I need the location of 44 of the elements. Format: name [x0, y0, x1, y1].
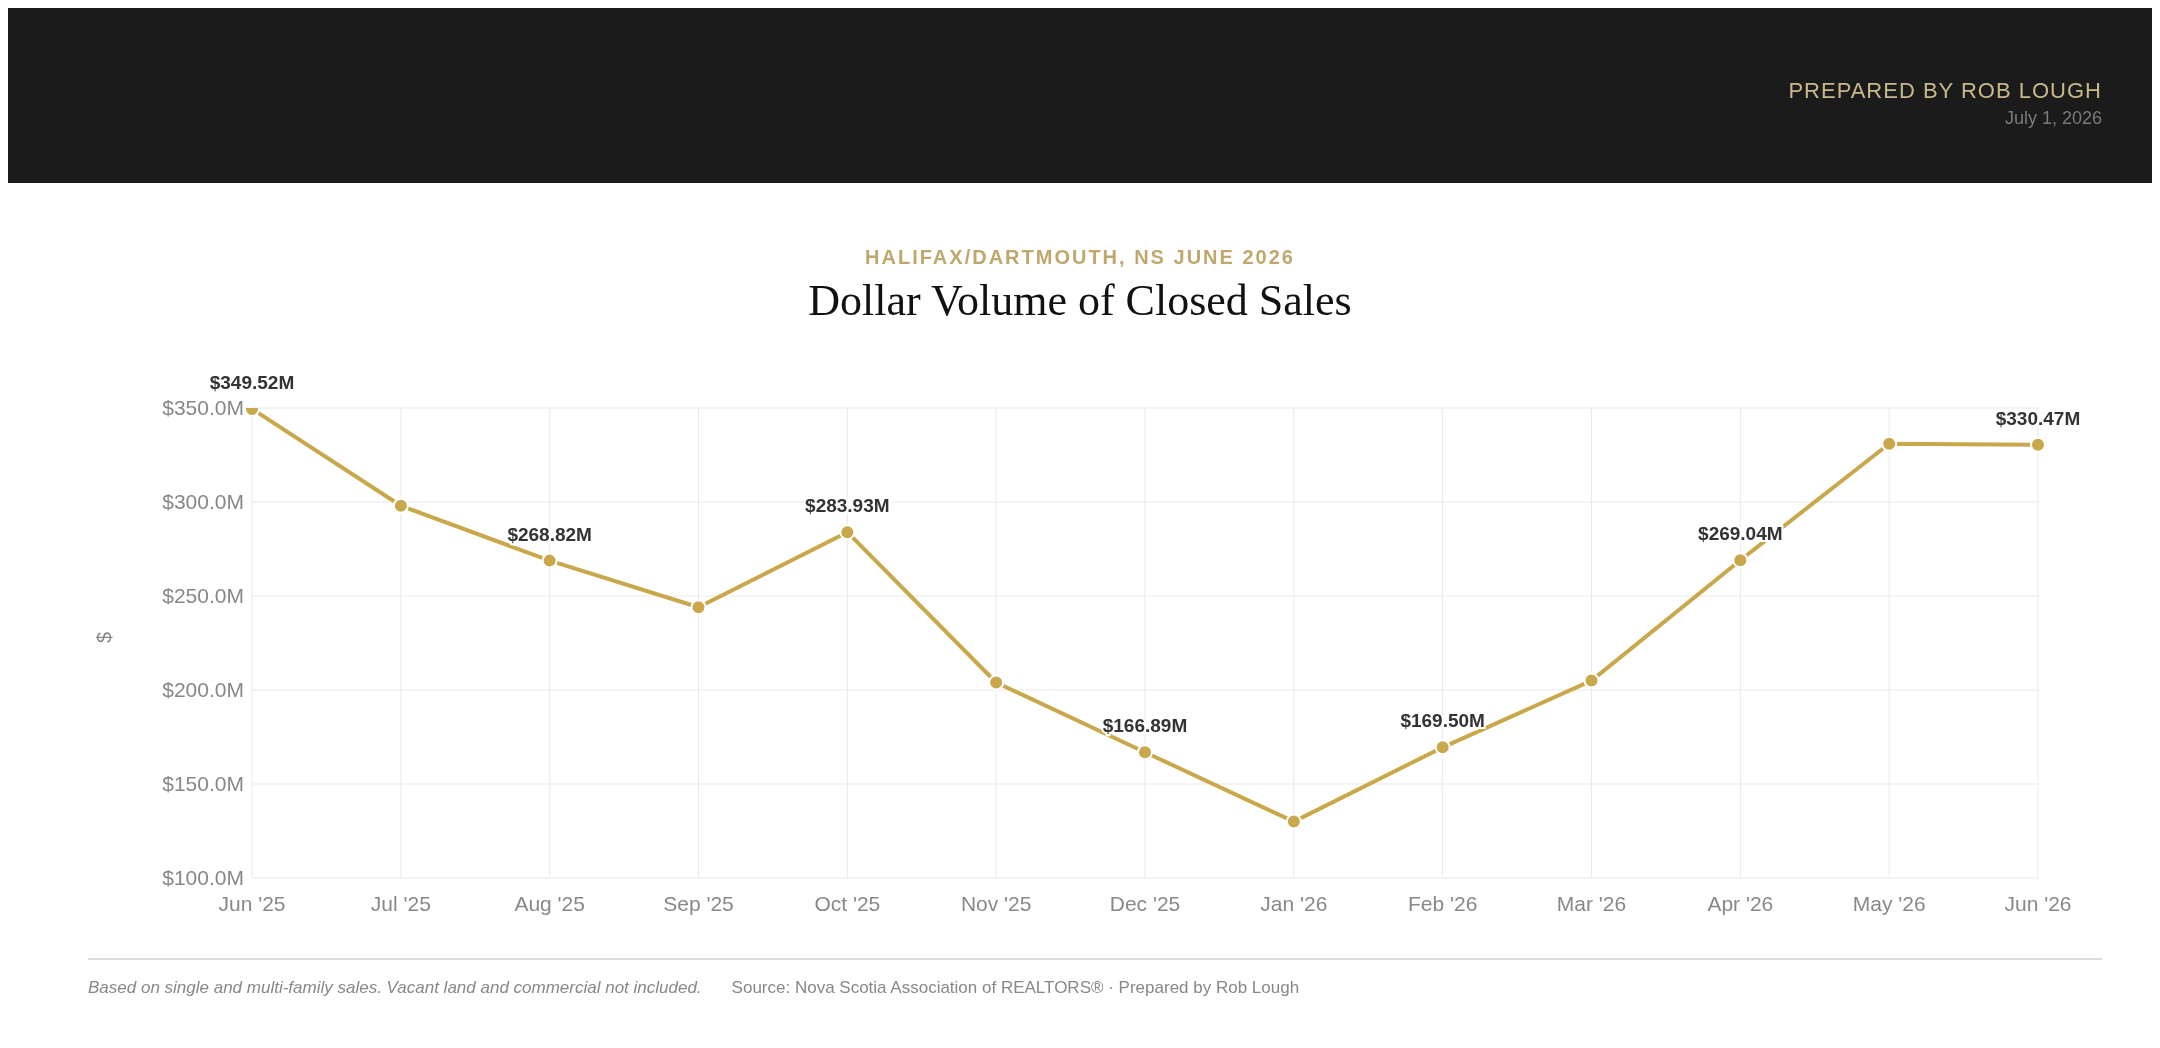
- point: [988, 674, 1005, 691]
- x-tick-label: Jun '26: [2004, 891, 2072, 915]
- source-note: Source: Nova Scotia Association of REALTORS® · Prepared by Rob Lough: [731, 978, 1300, 998]
- y-tick-label: $250.0M: [162, 584, 244, 608]
- y-tick-label: $350.0M: [162, 396, 244, 420]
- x-tick-label: Feb '26: [1407, 891, 1478, 915]
- text: July 1, 2026: [2003, 108, 2102, 129]
- x-tick-label: Aug '25: [514, 891, 585, 915]
- chart-subtitle: HALIFAX/DARTMOUTH, NS JUNE 2026: [864, 246, 1296, 269]
- point: [392, 497, 409, 514]
- point: [839, 524, 856, 541]
- x-tick-label: Mar '26: [1556, 891, 1627, 915]
- x-tick-label: Jan '26: [1260, 891, 1328, 915]
- point: [1881, 435, 1898, 452]
- y-tick-label: $100.0M: [162, 866, 244, 890]
- y-tick-label: $300.0M: [162, 490, 244, 514]
- data-label: $268.82M: [507, 523, 592, 545]
- x-tick-label: May '26: [1852, 891, 1926, 915]
- data-label: $330.47M: [1995, 407, 2081, 429]
- x-tick-label: Sep '25: [663, 891, 734, 915]
- point: [690, 599, 707, 616]
- point: [541, 552, 558, 569]
- text: Based on single and multi-family sales. Vacant land and commercial not included.: [88, 978, 702, 998]
- x-tick-label: Jul '25: [370, 891, 431, 915]
- x-tick-label: Dec '25: [1109, 891, 1181, 915]
- point: [1732, 552, 1749, 569]
- y-tick-label: $150.0M: [162, 772, 244, 796]
- point: [1583, 672, 1600, 689]
- point: [1285, 813, 1302, 830]
- x-tick-label: Apr '26: [1707, 891, 1774, 915]
- point: [1434, 739, 1451, 756]
- chart-title: Dollar Volume of Closed Sales: [807, 275, 1353, 326]
- x-tick-label: Oct '25: [814, 891, 881, 915]
- data-label: $169.50M: [1400, 710, 1485, 732]
- x-tick-label: Jun '25: [218, 891, 286, 915]
- data-label: $349.52M: [209, 371, 295, 393]
- text: PREPARED BY ROB LOUGH: [1788, 78, 2102, 104]
- data-label: $166.89M: [1102, 715, 1188, 737]
- data-label: $283.93M: [805, 495, 890, 517]
- x-tick-label: Nov '25: [960, 891, 1032, 915]
- point: [2030, 436, 2046, 453]
- y-axis-title: $: [93, 631, 116, 643]
- point: [1137, 744, 1153, 761]
- y-tick-label: $200.0M: [162, 678, 244, 702]
